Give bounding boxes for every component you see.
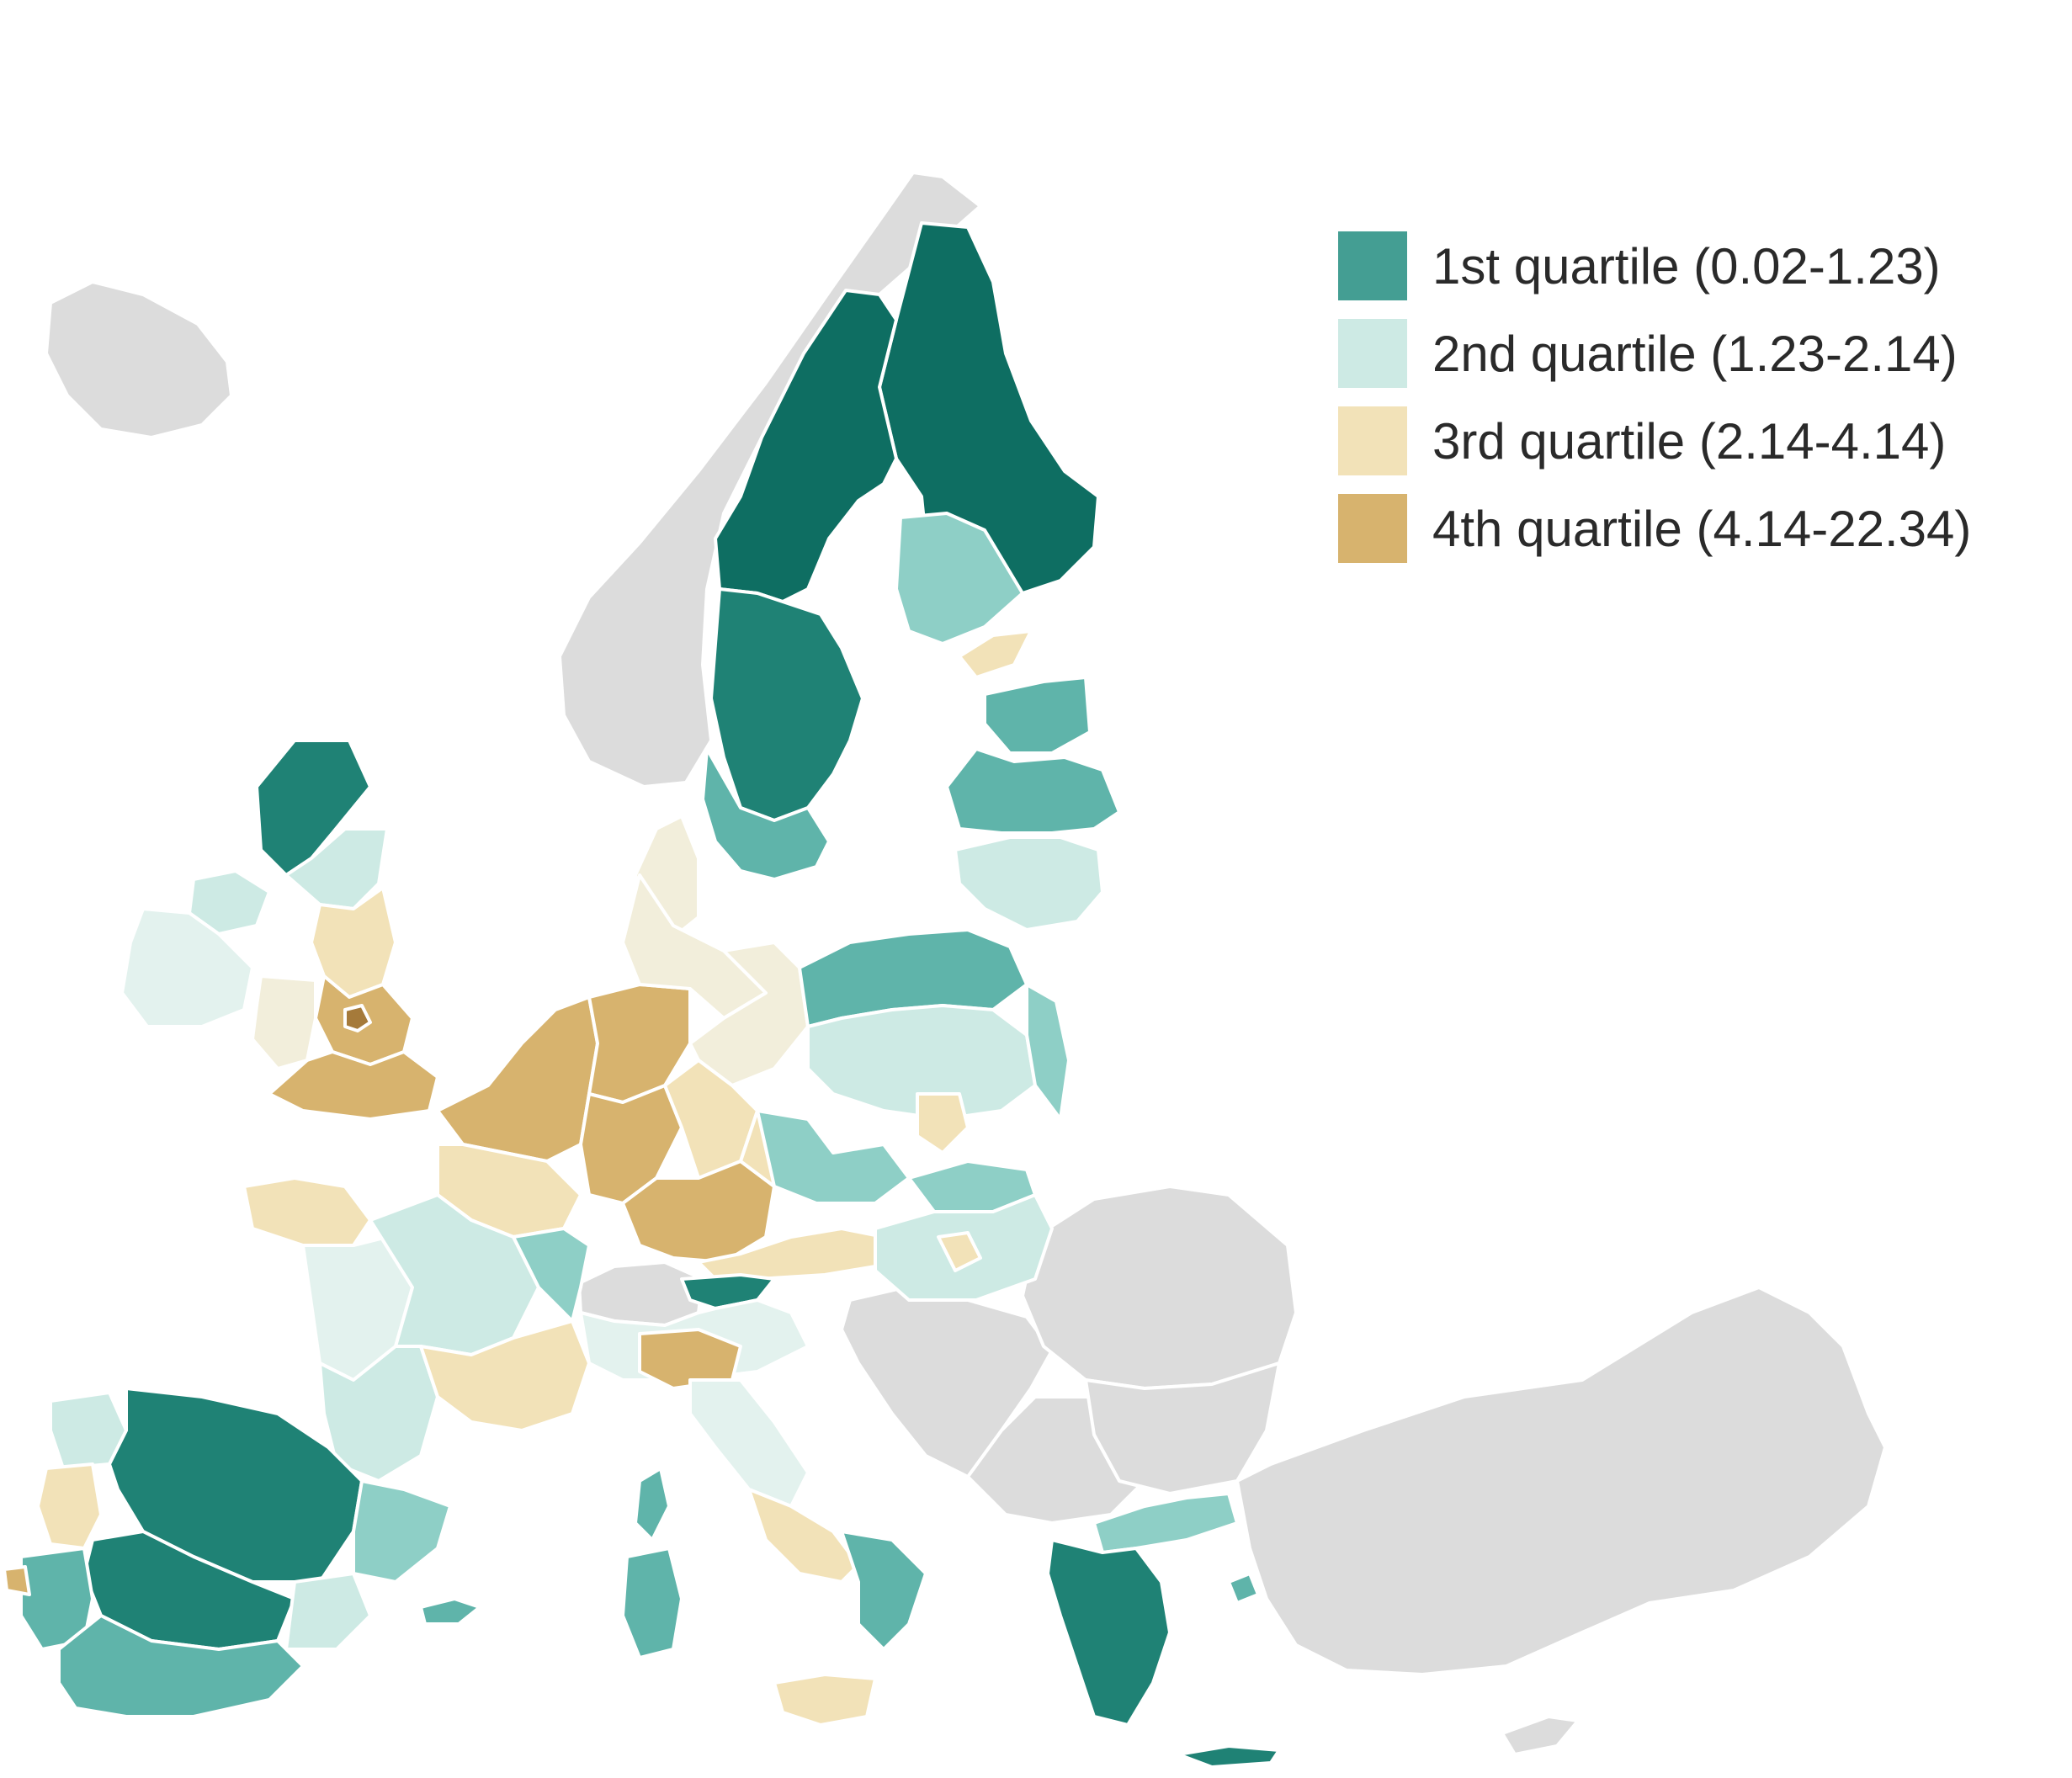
region-italy-south-a xyxy=(747,1488,860,1584)
bulgaria xyxy=(1084,1361,1281,1495)
romania xyxy=(1021,1185,1298,1390)
region-sardinia xyxy=(621,1547,683,1659)
region-corsica xyxy=(634,1467,671,1542)
region-estonia xyxy=(983,676,1092,755)
legend-swatch-q4 xyxy=(1338,494,1407,563)
legend-swatch-q1 xyxy=(1338,231,1407,300)
region-scotland-highlands xyxy=(255,739,372,877)
region-italy-central xyxy=(688,1378,810,1508)
region-catalonia xyxy=(352,1479,452,1584)
region-crete xyxy=(1177,1744,1281,1769)
region-czechia xyxy=(756,1109,911,1205)
region-helsinki xyxy=(958,629,1033,679)
legend-item-q2: 2nd quartile (1.23-2.14) xyxy=(1338,310,1971,397)
legend-label-q1: 1st quartile (0.02-1.23) xyxy=(1432,237,1941,295)
region-sweden-south xyxy=(701,747,831,881)
region-benelux xyxy=(436,995,599,1163)
region-lisbon xyxy=(3,1565,31,1596)
region-balearics xyxy=(419,1597,481,1626)
region-sweden-north xyxy=(714,289,898,603)
region-france-southwest xyxy=(318,1345,439,1483)
region-brittany xyxy=(242,1176,372,1247)
region-wales xyxy=(251,974,317,1070)
turkey xyxy=(1235,1286,1887,1676)
map-legend: 1st quartile (0.02-1.23) 2nd quartile (1… xyxy=(1338,222,1971,572)
region-ireland xyxy=(120,907,254,1028)
region-sweden-central xyxy=(709,587,864,822)
region-hungary-east xyxy=(937,1231,982,1272)
iceland xyxy=(45,280,233,439)
region-france-east xyxy=(512,1227,591,1323)
legend-item-q3: 3rd quartile (2.14-4.14) xyxy=(1338,397,1971,485)
region-germany-south xyxy=(621,1160,776,1264)
region-italy-south-b xyxy=(840,1530,927,1651)
region-poland-east xyxy=(1025,983,1071,1121)
region-valencia xyxy=(284,1572,372,1651)
region-greece-mainland xyxy=(1046,1538,1171,1727)
legend-swatch-q2 xyxy=(1338,319,1407,388)
legend-label-q4: 4th quartile (4.14-22.34) xyxy=(1432,500,1972,557)
choropleth-regions xyxy=(3,221,1281,1769)
no-data-regions xyxy=(45,171,1887,1756)
region-france-south xyxy=(419,1319,591,1432)
region-lithuania xyxy=(954,836,1104,931)
legend-swatch-q3 xyxy=(1338,406,1407,475)
region-finland-south xyxy=(895,512,1024,645)
region-portugal-north xyxy=(36,1462,103,1550)
legend-item-q4: 4th quartile (4.14-22.34) xyxy=(1338,485,1971,572)
region-london xyxy=(343,1004,372,1032)
region-poland-south xyxy=(916,1092,970,1154)
region-andalusia xyxy=(57,1614,305,1718)
legend-item-q1: 1st quartile (0.02-1.23) xyxy=(1338,222,1971,310)
region-latvia xyxy=(945,747,1121,835)
legend-label-q2: 2nd quartile (1.23-2.14) xyxy=(1432,325,1958,382)
cyprus xyxy=(1501,1715,1580,1756)
region-england-south xyxy=(268,1050,439,1121)
legend-label-q3: 3rd quartile (2.14-4.14) xyxy=(1432,412,1947,470)
region-sicily xyxy=(773,1673,877,1727)
region-spain-north xyxy=(108,1387,364,1584)
region-aegean-islands xyxy=(1227,1572,1260,1605)
